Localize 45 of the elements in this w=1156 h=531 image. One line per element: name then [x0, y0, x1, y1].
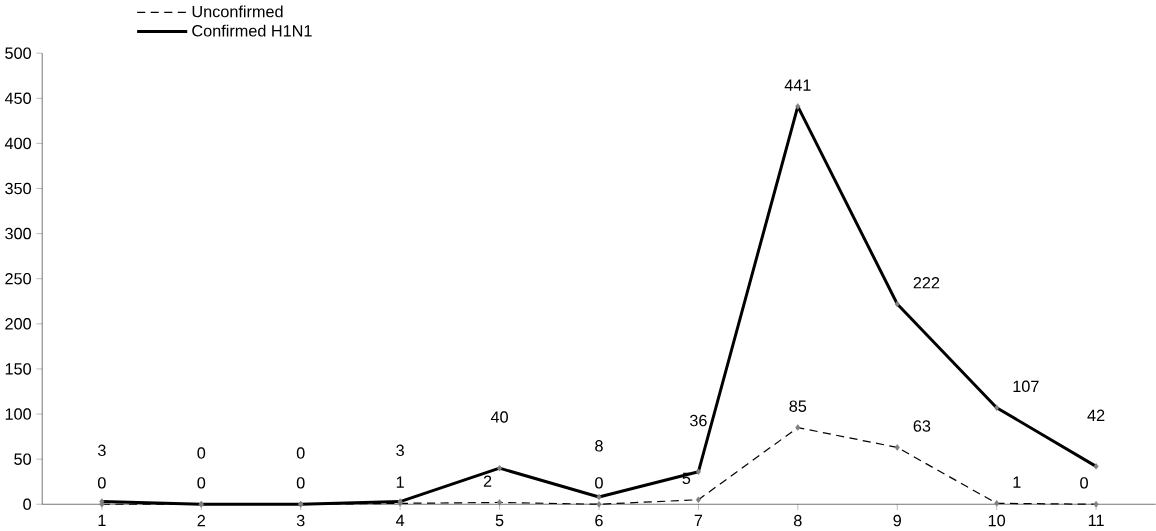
- data-label: 85: [789, 400, 807, 413]
- data-label: 42: [1087, 409, 1105, 422]
- x-tick-label: 6: [595, 514, 603, 527]
- y-tick-label: 150: [5, 363, 32, 375]
- y-tick-label: 500: [5, 47, 32, 59]
- data-label: 0: [296, 447, 305, 459]
- data-label: 63: [913, 420, 931, 432]
- x-tick-label: 4: [395, 514, 405, 527]
- y-tick-label: 100: [5, 408, 32, 420]
- x-tick-label: 2: [197, 514, 205, 527]
- data-label: 3: [97, 444, 106, 457]
- y-tick-label: 0: [23, 498, 32, 511]
- y-tick-label: 200: [5, 318, 32, 330]
- x-tick-label: 7: [694, 514, 703, 527]
- data-label: 441: [784, 79, 811, 91]
- data-label: 2: [483, 475, 492, 487]
- x-tick-label: 9: [893, 514, 901, 527]
- data-label: 1: [1013, 476, 1021, 488]
- legend-label: Unconfirmed: [192, 5, 283, 18]
- y-tick-label: 300: [5, 227, 32, 240]
- y-tick-label: 450: [4, 92, 32, 105]
- x-tick-label: 1: [98, 514, 106, 527]
- y-tick-label: 400: [4, 137, 32, 150]
- x-tick-label: 5: [495, 514, 504, 527]
- y-tick-label: 350: [5, 182, 32, 195]
- data-label: 0: [197, 447, 206, 459]
- legend-label: Confirmed H1N1: [192, 24, 312, 37]
- x-tick-label: 3: [296, 514, 305, 527]
- data-label: 0: [97, 477, 106, 489]
- data-label: 1: [396, 476, 404, 488]
- data-label: 40: [490, 411, 508, 423]
- data-label: 0: [197, 477, 206, 489]
- data-label: 36: [689, 414, 707, 427]
- y-tick-label: 250: [5, 273, 32, 285]
- data-label: 8: [595, 440, 603, 452]
- x-tick-label: 11: [1088, 514, 1104, 527]
- data-label: 0: [296, 477, 305, 489]
- data-label: 0: [1080, 477, 1088, 489]
- y-tick-label: 50: [14, 453, 32, 465]
- data-label: 107: [1013, 380, 1039, 393]
- data-label: 0: [595, 477, 603, 489]
- data-label: 3: [396, 444, 404, 457]
- x-tick-label: 8: [793, 514, 802, 527]
- data-label: 222: [913, 277, 940, 289]
- x-tick-label: 10: [988, 514, 1006, 527]
